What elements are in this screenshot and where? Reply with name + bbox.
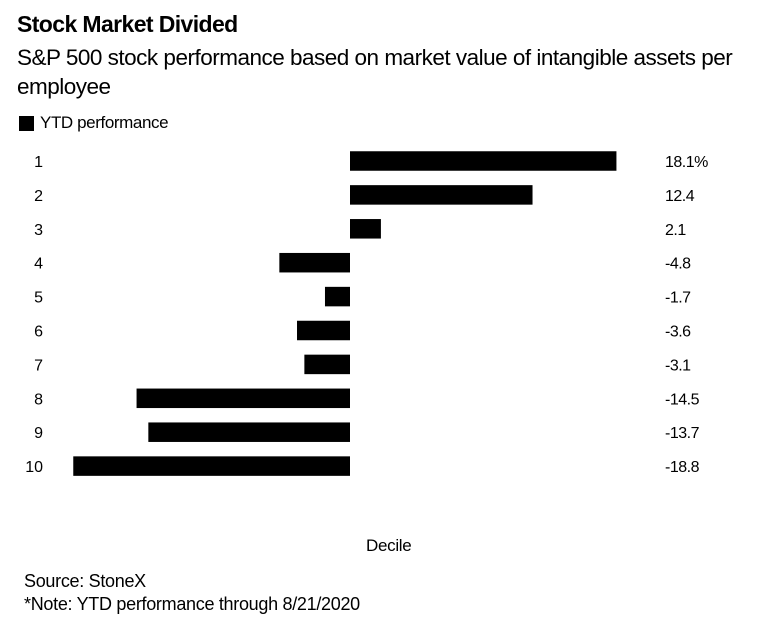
category-label: 1 (34, 154, 43, 171)
value-label: -18.8 (665, 459, 700, 476)
bar-decile-4 (279, 252, 350, 273)
category-label: 3 (34, 222, 43, 239)
bar-decile-7 (304, 354, 350, 375)
bar-decile-10 (73, 456, 350, 476)
category-label: 5 (34, 290, 43, 307)
value-label: -14.5 (665, 391, 700, 408)
bar-decile-8 (136, 388, 350, 409)
chart-title: Stock Market Divided (17, 11, 238, 37)
axis-title-decile: Decile (366, 536, 412, 555)
value-label: -3.1 (665, 357, 691, 374)
bar-decile-3 (350, 219, 381, 239)
category-label: 6 (34, 324, 43, 341)
bar-decile-5 (324, 286, 350, 307)
category-label: 4 (34, 256, 43, 273)
category-label: 8 (34, 391, 43, 408)
category-label: 10 (25, 459, 43, 476)
bar-decile-9 (148, 422, 350, 442)
legend-swatch (19, 115, 34, 131)
value-label: -1.7 (665, 290, 691, 307)
category-label: 9 (34, 425, 43, 442)
source-text: Source: StoneX (24, 571, 146, 591)
value-label: -3.6 (665, 324, 691, 341)
category-label: 7 (34, 357, 43, 374)
value-label: -4.8 (665, 256, 691, 273)
bar-decile-2 (350, 185, 533, 205)
bar-decile-6 (297, 320, 350, 341)
category-label: 2 (34, 188, 43, 205)
bar-decile-1 (350, 151, 617, 171)
legend: YTD performance (19, 113, 169, 133)
note-text: *Note: YTD performance through 8/21/2020 (24, 594, 360, 614)
value-label: 2.1 (665, 222, 686, 239)
value-label: -13.7 (665, 425, 700, 442)
chart-subtitle: S&P 500 stock performance based on marke… (17, 45, 733, 99)
bar-chart: 1 18.1% 2 12.4 3 2.1 4 -4.8 5 -1.7 6 -3.6 7 -3.1 8 -14.… (25, 151, 709, 476)
value-label: 18.1% (665, 154, 708, 171)
legend-label: YTD performance (40, 113, 169, 132)
value-label: 12.4 (665, 188, 695, 205)
